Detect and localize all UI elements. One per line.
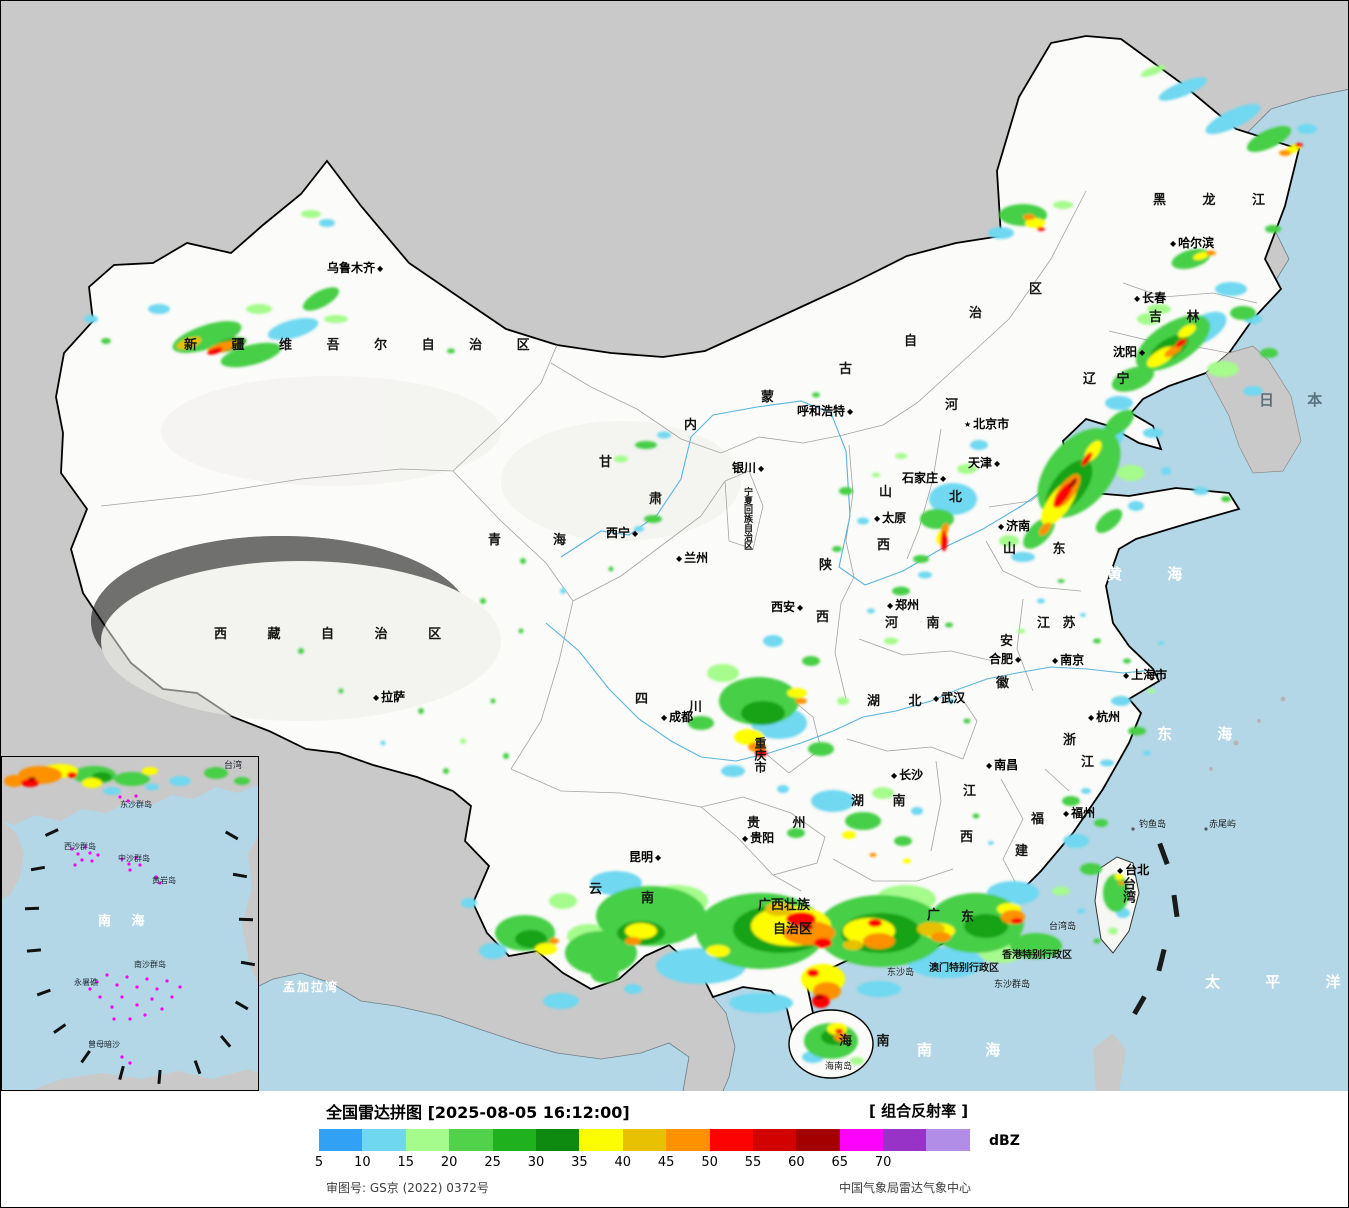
rivers <box>545 400 1154 762</box>
dbz-unit-label: dBZ <box>989 1133 1020 1149</box>
dbz-tick-label: 20 <box>440 1155 458 1170</box>
dbz-tick-label: 65 <box>831 1155 849 1170</box>
dbz-color-swatch <box>622 1129 667 1151</box>
legend-bar: 全国雷达拼图 [2025-08-05 16:12:00] [ 组合反射率 ] d… <box>1 1091 1348 1207</box>
dbz-color-swatch <box>926 1129 970 1151</box>
dbz-color-swatch <box>709 1129 753 1151</box>
dbz-tick-label: 70 <box>874 1155 892 1170</box>
product-name: [ 组合反射率 ] <box>869 1102 969 1120</box>
dbz-tick-label: 60 <box>788 1155 805 1170</box>
dbz-tick-label: 15 <box>397 1155 415 1170</box>
dbz-color-swatch <box>579 1129 623 1151</box>
inset-canvas <box>2 757 258 1090</box>
map-approval-number: 审图号: GS京 (2022) 0372号 <box>326 1181 489 1195</box>
dbz-tick-label: 50 <box>701 1155 718 1170</box>
dbz-tick-label: 45 <box>657 1155 675 1170</box>
dbz-color-swatch <box>752 1129 797 1151</box>
dbz-tick-label: 10 <box>354 1155 371 1170</box>
dbz-colorbar <box>319 1129 970 1151</box>
inset-boundary-dashes <box>24 828 256 1085</box>
inset-island-marks <box>70 794 182 1065</box>
data-source: 中国气象局雷达气象中心 <box>839 1181 972 1195</box>
dbz-color-swatch <box>535 1129 580 1151</box>
dbz-tick-label: 35 <box>571 1155 588 1170</box>
inset-radar-echoes <box>4 764 250 795</box>
dbz-color-swatch <box>319 1129 363 1151</box>
dbz-color-swatch <box>492 1129 536 1151</box>
dbz-tick-label: 40 <box>614 1155 632 1170</box>
radar-echo-layer <box>84 65 1317 1065</box>
dbz-tick-label: 5 <box>314 1155 324 1170</box>
dbz-tick-label: 30 <box>527 1155 545 1170</box>
dbz-color-swatch <box>449 1129 493 1151</box>
terrain-shading <box>91 376 741 721</box>
maritime-boundary-dashes <box>1132 842 1180 1016</box>
dbz-color-swatch <box>405 1129 450 1151</box>
dbz-tick-label: 25 <box>484 1155 501 1170</box>
china-boundary <box>55 35 1301 1045</box>
map-title: 全国雷达拼图 [2025-08-05 16:12:00] <box>326 1103 630 1122</box>
dbz-color-swatch <box>362 1129 406 1151</box>
south-china-sea-inset-map: 台湾 东沙群岛 西沙群岛 中沙群岛 黄岩岛南 海南沙群岛 永暑礁 曾母暗沙 <box>1 756 259 1091</box>
map-canvas <box>1 1 1348 1091</box>
dbz-color-swatch <box>796 1129 840 1151</box>
dbz-tick-label: 55 <box>744 1155 762 1170</box>
dbz-color-swatch <box>883 1129 927 1151</box>
luzon <box>1093 1033 1126 1091</box>
dbz-tick-row: 5 10 15 20 25 30 35 40 45 50 55 60 65 70 <box>315 1155 979 1171</box>
dbz-color-swatch <box>839 1129 884 1151</box>
dbz-color-swatch <box>666 1129 710 1151</box>
